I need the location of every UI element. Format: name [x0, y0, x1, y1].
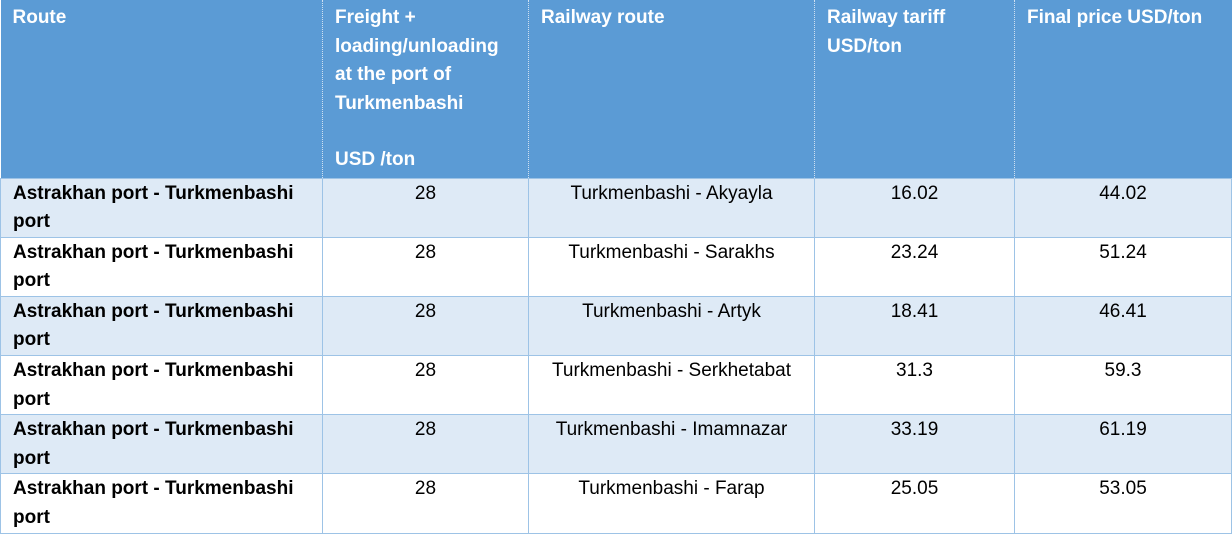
cell-final-price: 53.05	[1015, 474, 1232, 533]
cell-tariff: 23.24	[815, 237, 1015, 296]
cell-tariff: 31.3	[815, 356, 1015, 415]
header-route: Route	[1, 0, 323, 178]
cell-railway-route: Turkmenbashi - Sarakhs	[529, 237, 815, 296]
header-railway-tariff: Railway tariff USD/ton	[815, 0, 1015, 178]
cell-route: Astrakhan port - Turkmenbashi port	[1, 474, 323, 533]
table-header: Route Freight + loading/unloading at the…	[1, 0, 1232, 178]
cell-final-price: 46.41	[1015, 296, 1232, 355]
cell-railway-route: Turkmenbashi - Farap	[529, 474, 815, 533]
cell-freight: 28	[323, 356, 529, 415]
cell-railway-route: Turkmenbashi - Akyayla	[529, 178, 815, 237]
cell-final-price: 59.3	[1015, 356, 1232, 415]
header-row: Route Freight + loading/unloading at the…	[1, 0, 1232, 178]
table-row: Astrakhan port - Turkmenbashi port 28 Tu…	[1, 474, 1232, 533]
header-final-price: Final price USD/ton	[1015, 0, 1232, 178]
cell-route: Astrakhan port - Turkmenbashi port	[1, 237, 323, 296]
cell-freight: 28	[323, 415, 529, 474]
cell-final-price: 51.24	[1015, 237, 1232, 296]
cell-final-price: 61.19	[1015, 415, 1232, 474]
table-row: Astrakhan port - Turkmenbashi port 28 Tu…	[1, 237, 1232, 296]
table-row: Astrakhan port - Turkmenbashi port 28 Tu…	[1, 356, 1232, 415]
cell-railway-route: Turkmenbashi - Imamnazar	[529, 415, 815, 474]
cell-tariff: 16.02	[815, 178, 1015, 237]
cell-route: Astrakhan port - Turkmenbashi port	[1, 296, 323, 355]
cell-route: Astrakhan port - Turkmenbashi port	[1, 178, 323, 237]
table-row: Astrakhan port - Turkmenbashi port 28 Tu…	[1, 415, 1232, 474]
cell-freight: 28	[323, 178, 529, 237]
header-railway-route: Railway route	[529, 0, 815, 178]
cell-route: Astrakhan port - Turkmenbashi port	[1, 356, 323, 415]
header-freight: Freight + loading/unloading at the port …	[323, 0, 529, 178]
header-freight-label: Freight + loading/unloading at the port …	[335, 7, 499, 114]
cell-tariff: 25.05	[815, 474, 1015, 533]
cell-route: Astrakhan port - Turkmenbashi port	[1, 415, 323, 474]
table-row: Astrakhan port - Turkmenbashi port 28 Tu…	[1, 178, 1232, 237]
cell-railway-route: Turkmenbashi - Artyk	[529, 296, 815, 355]
cell-freight: 28	[323, 474, 529, 533]
cell-railway-route: Turkmenbashi - Serkhetabat	[529, 356, 815, 415]
table-row: Astrakhan port - Turkmenbashi port 28 Tu…	[1, 296, 1232, 355]
header-freight-unit: USD /ton	[335, 149, 415, 170]
cell-final-price: 44.02	[1015, 178, 1232, 237]
table-body: Astrakhan port - Turkmenbashi port 28 Tu…	[1, 178, 1232, 533]
cell-freight: 28	[323, 237, 529, 296]
cell-freight: 28	[323, 296, 529, 355]
cell-tariff: 18.41	[815, 296, 1015, 355]
cell-tariff: 33.19	[815, 415, 1015, 474]
